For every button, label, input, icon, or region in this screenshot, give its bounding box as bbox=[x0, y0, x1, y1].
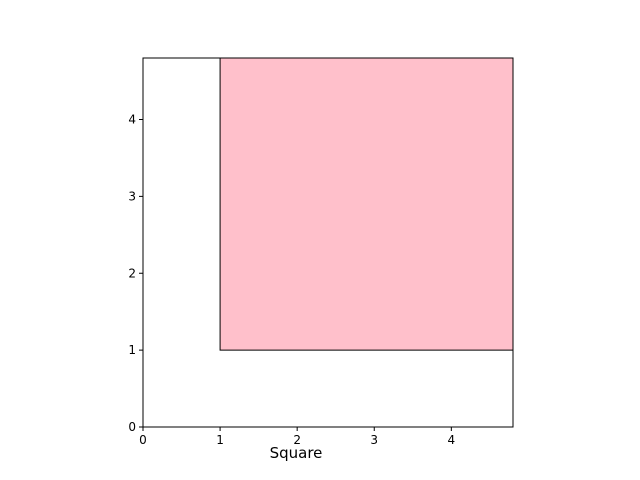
y-tick-label: 1 bbox=[128, 343, 136, 357]
y-tick-label: 0 bbox=[128, 420, 136, 434]
square-patch bbox=[219, 57, 514, 351]
x-tick-label: 3 bbox=[370, 433, 378, 447]
chart-title: Square bbox=[270, 444, 323, 462]
x-tick-label: 4 bbox=[448, 433, 456, 447]
axis-ticks: 0 1 2 3 4 0 1 2 3 4 bbox=[128, 113, 455, 448]
plot-area bbox=[142, 57, 514, 428]
x-tick-label: 2 bbox=[293, 433, 301, 447]
x-tick-label: 1 bbox=[216, 433, 224, 447]
y-tick-label: 4 bbox=[128, 113, 136, 127]
x-tick-label: 0 bbox=[139, 433, 147, 447]
axes-frame bbox=[142, 57, 514, 428]
y-tick-label: 2 bbox=[128, 266, 136, 280]
y-tick-label: 3 bbox=[128, 189, 136, 203]
